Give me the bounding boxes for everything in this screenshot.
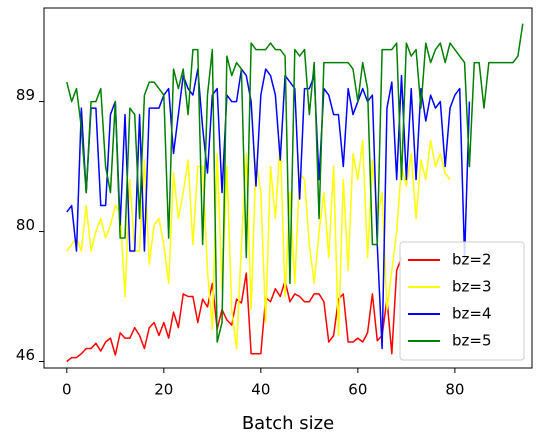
y-tick-label: 46 (16, 346, 35, 364)
legend: bz=2 bz=3 bz=4 bz=5 (399, 241, 525, 361)
x-tick-label: 60 (348, 381, 367, 399)
line-series (66, 68, 471, 350)
x-tick-label: 20 (154, 381, 173, 399)
legend-label: bz=4 (452, 305, 492, 323)
legend-label: bz=5 (452, 332, 492, 350)
legend-label: bz=3 (452, 278, 492, 296)
line-series (66, 257, 403, 363)
x-tick-label: 40 (251, 381, 270, 399)
line-series (66, 139, 451, 350)
y-tick-label: 80 (16, 216, 35, 234)
x-axis-label: Batch size (242, 413, 334, 434)
x-tick-label: 0 (62, 381, 72, 399)
y-tick-label: 89 (16, 86, 35, 104)
legend-box (399, 241, 525, 361)
x-tick-label: 80 (445, 381, 464, 399)
legend-label: bz=2 (452, 251, 492, 269)
line-series (66, 23, 524, 343)
plot-frame (43, 7, 533, 369)
